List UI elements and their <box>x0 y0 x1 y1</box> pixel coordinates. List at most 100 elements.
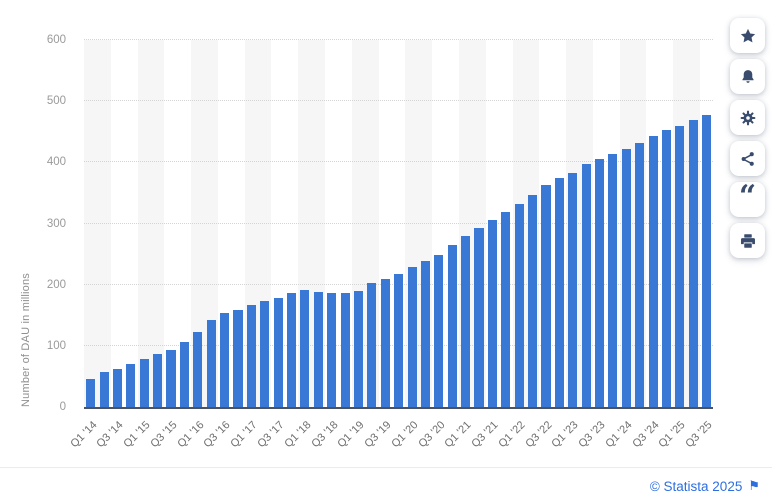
bar-cell <box>298 40 312 407</box>
bar[interactable] <box>193 332 203 407</box>
bar[interactable] <box>166 350 176 407</box>
bar[interactable] <box>594 158 605 407</box>
x-tick-label: Q3 '19 <box>362 419 394 451</box>
settings-gear-icon <box>739 109 757 127</box>
bar[interactable] <box>501 211 511 407</box>
bar-cell <box>446 40 459 407</box>
y-tick-label: 0 <box>59 401 66 413</box>
bar[interactable] <box>675 125 685 407</box>
bar[interactable] <box>608 153 618 407</box>
bar-cell <box>686 40 700 407</box>
bar-cell <box>606 40 619 407</box>
bar[interactable] <box>407 266 417 407</box>
bar-cell <box>365 40 379 407</box>
bar[interactable] <box>153 354 163 407</box>
bar-cell <box>700 40 713 407</box>
bar[interactable] <box>661 129 672 407</box>
bar-cell <box>619 40 634 407</box>
x-tick-label: Q1 '14 <box>68 419 100 451</box>
bar[interactable] <box>635 142 645 407</box>
x-axis: Q1 '14 Q3 '14 Q1 '15 Q3 '15 Q1 '16 Q3 '16 Q1 '… <box>68 409 715 469</box>
bar[interactable] <box>179 341 189 407</box>
bar[interactable] <box>139 358 149 407</box>
bar[interactable] <box>621 148 631 407</box>
bar[interactable] <box>353 290 364 407</box>
bar[interactable] <box>287 292 297 407</box>
bar-cell <box>244 40 259 407</box>
share-button[interactable] <box>730 141 765 176</box>
bar[interactable] <box>86 378 96 407</box>
bar-cell <box>432 40 445 407</box>
bar[interactable] <box>367 282 377 407</box>
bar-cell <box>338 40 351 407</box>
copyright-text: © Statista 2025 <box>649 478 743 494</box>
bar[interactable] <box>541 184 551 407</box>
y-tick-label: 600 <box>46 34 66 46</box>
settings-gear-button[interactable] <box>730 100 765 135</box>
bar[interactable] <box>688 120 698 407</box>
bar[interactable] <box>246 305 256 407</box>
bar[interactable] <box>394 273 404 407</box>
bar[interactable] <box>487 219 497 407</box>
flag-icon: ⚑ <box>748 478 760 493</box>
bar[interactable] <box>447 244 457 407</box>
bar[interactable] <box>581 164 591 407</box>
bar-cell <box>486 40 499 407</box>
bar[interactable] <box>206 319 216 407</box>
notification-bell-icon <box>739 68 757 86</box>
bar-series <box>84 40 713 407</box>
bar[interactable] <box>461 235 471 407</box>
favorite-star-button[interactable] <box>730 18 765 53</box>
bar[interactable] <box>327 293 337 407</box>
bar-cell <box>84 40 98 407</box>
bar-cell <box>525 40 540 407</box>
print-button[interactable] <box>730 223 765 258</box>
y-tick-label: 400 <box>46 156 66 169</box>
x-tick-label: Q3 '21 <box>469 419 501 451</box>
bar-cell <box>673 40 687 407</box>
bar[interactable] <box>434 254 444 407</box>
bar-cell <box>392 40 405 407</box>
statista-copyright-link[interactable]: © Statista 2025 ⚑ <box>650 478 760 494</box>
notification-bell-button[interactable] <box>730 59 765 94</box>
bar-cell <box>124 40 137 407</box>
bar-cell <box>579 40 593 407</box>
bar[interactable] <box>126 363 136 407</box>
x-tick-label: Q1 '15 <box>121 419 153 451</box>
bar-cell <box>472 40 486 407</box>
bar[interactable] <box>702 115 712 407</box>
bar-cell <box>405 40 419 407</box>
y-tick-label: 500 <box>46 95 66 108</box>
bar[interactable] <box>340 293 350 407</box>
x-tick-label: Q1 '22 <box>496 419 528 451</box>
bar[interactable] <box>554 177 564 407</box>
x-tick-label: Q3 '15 <box>148 419 180 451</box>
bar-cell <box>164 40 177 407</box>
bar-cell <box>311 40 326 407</box>
bar[interactable] <box>313 292 323 407</box>
x-tick-label: Q3 '23 <box>576 419 608 451</box>
plot-area <box>84 39 713 409</box>
bar[interactable] <box>514 203 524 407</box>
bar[interactable] <box>112 369 123 407</box>
bar[interactable] <box>420 261 430 407</box>
bar[interactable] <box>528 194 538 407</box>
bar[interactable] <box>474 227 484 407</box>
bar[interactable] <box>260 301 270 407</box>
bar[interactable] <box>648 136 658 407</box>
bar[interactable] <box>273 298 283 407</box>
x-tick-label: Q1 '23 <box>549 419 581 451</box>
bar-cell <box>593 40 606 407</box>
bar-cell <box>178 40 191 407</box>
x-tick-label: Q3 '18 <box>308 419 341 451</box>
bar[interactable] <box>99 372 109 407</box>
bar[interactable] <box>568 172 578 407</box>
bar[interactable] <box>233 310 243 407</box>
bar[interactable] <box>380 278 390 407</box>
footer-divider <box>0 467 772 468</box>
bar-cell <box>150 40 165 407</box>
citation-quote-button[interactable]: “ <box>730 181 765 217</box>
bar[interactable] <box>220 313 230 407</box>
bar[interactable] <box>300 290 310 407</box>
gridline <box>84 222 713 224</box>
